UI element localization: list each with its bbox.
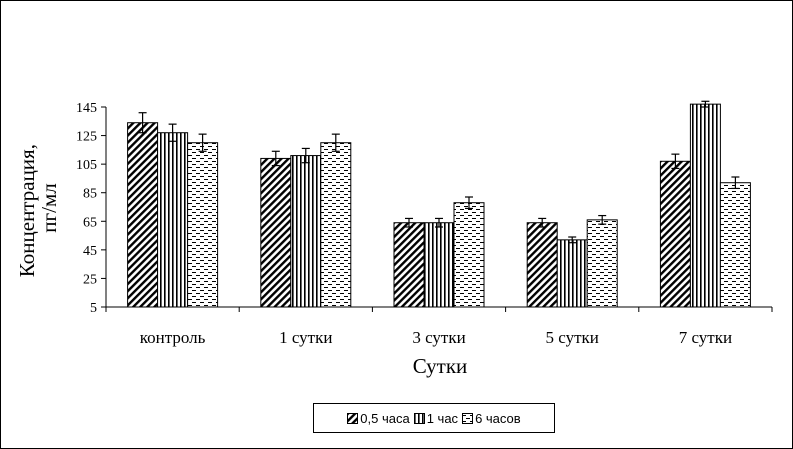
legend-item-0: 0,5 часа bbox=[347, 410, 410, 426]
bar-1-2 bbox=[423, 222, 455, 308]
y-axis-title-line2: пг/мл bbox=[37, 183, 61, 232]
legend-label-1: 1 час bbox=[426, 410, 459, 426]
bar-2-4 bbox=[719, 182, 751, 308]
y-tick-label-6: 125 bbox=[76, 130, 97, 145]
y-tick-label-5: 105 bbox=[76, 158, 97, 173]
bar-0-0 bbox=[127, 122, 159, 308]
y-tick-label-1: 25 bbox=[83, 272, 97, 287]
bar-1-1 bbox=[290, 155, 322, 308]
category-label-3: 5 сутки bbox=[546, 328, 599, 347]
bar-0-2 bbox=[393, 222, 425, 308]
y-tick-label-2: 45 bbox=[83, 244, 97, 259]
legend-swatch-dash bbox=[462, 412, 474, 424]
legend-item-2: 6 часов bbox=[462, 411, 521, 426]
bar-0-4 bbox=[659, 160, 691, 308]
bar-1-4 bbox=[689, 103, 721, 308]
legend: 0,5 часа 1 час 6 часов bbox=[313, 403, 555, 433]
axes-layer bbox=[101, 106, 773, 312]
bar-1-0 bbox=[157, 132, 189, 308]
legend-swatch-vert bbox=[413, 412, 425, 424]
y-tick-label-3: 65 bbox=[83, 215, 97, 230]
bar-2-3 bbox=[586, 219, 618, 308]
y-tick-label-7: 145 bbox=[76, 101, 97, 116]
bar-0-3 bbox=[526, 222, 558, 308]
legend-label-2: 6 часов bbox=[475, 410, 521, 426]
bars-layer bbox=[127, 100, 751, 308]
category-label-4: 7 сутки bbox=[679, 328, 732, 347]
y-axis-title: Концентрация, пг/мл bbox=[15, 139, 61, 277]
legend-label-0: 0,5 часа bbox=[360, 410, 410, 426]
bar-1-3 bbox=[556, 239, 588, 308]
legend-item-1: 1 час bbox=[413, 410, 459, 426]
x-axis-title: Сутки bbox=[413, 354, 468, 378]
y-tick-label-4: 85 bbox=[83, 187, 97, 202]
bar-2-2 bbox=[453, 202, 485, 308]
bar-2-0 bbox=[187, 142, 219, 308]
category-label-2: 3 сутки bbox=[412, 328, 465, 347]
category-label-1: 1 сутки bbox=[279, 328, 332, 347]
category-label-0: контроль bbox=[140, 328, 206, 347]
legend-swatch-diag bbox=[347, 412, 359, 424]
y-tick-label-0: 5 bbox=[90, 301, 97, 316]
bar-0-1 bbox=[260, 157, 292, 308]
bar-2-1 bbox=[320, 142, 352, 308]
y-axis-title-line1: Концентрация, bbox=[15, 144, 39, 277]
labels-layer: контроль 1 сутки 3 сутки 5 сутки 7 сутки 5 25 4… bbox=[76, 101, 732, 347]
